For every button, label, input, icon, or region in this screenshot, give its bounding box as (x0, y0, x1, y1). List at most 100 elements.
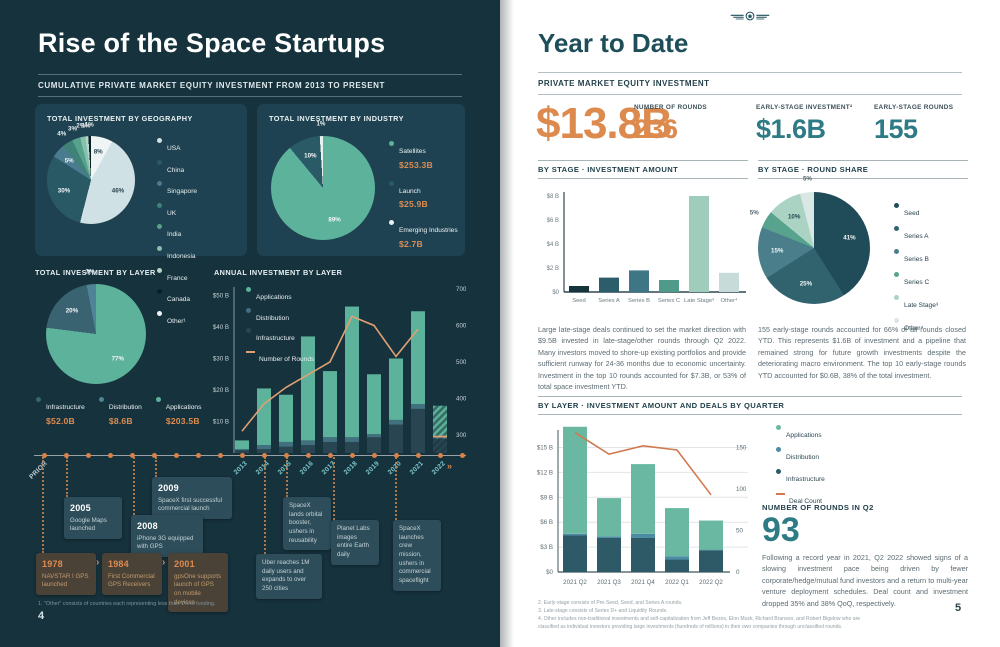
dot-marker (894, 295, 899, 300)
pie-label: 5% (802, 175, 812, 183)
pie-label: 89% (328, 216, 341, 224)
timeline-event-2014: Uber reaches 1M daily users and expands … (256, 554, 322, 599)
timeline-event-2017: Planet Labs images entire Earth daily (331, 520, 379, 565)
svg-text:$50 B: $50 B (213, 293, 229, 300)
divider (38, 74, 462, 75)
legend-item: India (157, 223, 197, 241)
stage-investment-bar-chart: $0 $2 B $4 B $6 B $8 B Seed Series A Series B Se… (547, 192, 746, 304)
timeline-dot (107, 453, 113, 458)
timeline-dot (173, 453, 179, 458)
legend-item: Infrastructure (776, 468, 825, 486)
legend-item: Launch $25.9B (389, 180, 458, 209)
footnote: 3. Late-stage consists of Series D+ and … (538, 608, 668, 615)
pie-label: 46% (111, 187, 125, 195)
legend-label: Number of Rounds (259, 355, 315, 363)
round-share-legend: Seed Series A Series B Series C Late Stage³ O… (894, 202, 938, 335)
timeline-event-2009: 2009 SpaceX first successful commercial … (152, 477, 232, 519)
pie-label: 15% (771, 247, 784, 255)
early-stage-rounds-stat: EARLY-STAGE ROUNDS 155 (874, 104, 953, 145)
right-page: Year to Date PRIVATE MARKET EQUITY INVES… (500, 0, 1000, 647)
legend-label: China (167, 166, 185, 174)
dot-marker (389, 180, 394, 186)
dot-marker (157, 138, 162, 143)
legend-item: Distribution (776, 446, 825, 464)
timeline-dot (151, 453, 157, 458)
legend-label: Canada (167, 296, 191, 304)
dot-marker (894, 249, 899, 254)
svg-text:2021 Q4: 2021 Q4 (631, 579, 655, 586)
dot-marker (157, 245, 162, 251)
svg-text:$0: $0 (546, 569, 553, 576)
svg-text:50: 50 (736, 528, 743, 535)
left-section-header: CUMULATIVE PRIVATE MARKET EQUITY INVESTM… (38, 81, 386, 90)
svg-text:150: 150 (736, 445, 747, 452)
stat-label: EARLY-STAGE ROUNDS (874, 104, 954, 111)
svg-text:Series B: Series B (628, 298, 650, 304)
timeline-year: 2015 (276, 460, 293, 477)
pie-label: 3% (85, 268, 95, 276)
stat-label: EARLY-STAGE INVESTMENT² (756, 104, 853, 111)
stat-value: 155 (874, 114, 918, 144)
legend-item: Applications (776, 424, 825, 442)
divider (538, 72, 962, 73)
legend-value: $203.5B (165, 415, 200, 426)
legend-label: Singapore (167, 188, 198, 196)
legend-label: Emerging Industries (399, 227, 458, 234)
svg-text:$2 B: $2 B (547, 266, 559, 272)
svg-text:$15 B: $15 B (537, 445, 553, 452)
timeline-dot (195, 453, 201, 458)
dot-marker (157, 289, 162, 295)
legend-label: Series C (904, 279, 930, 286)
legend-label: Other⁴ (904, 325, 924, 332)
chevron-right-icon: › (162, 557, 166, 568)
annual-investment-by-layer-chart: $10 B $20 B $30 B $40 B $50 B 300 400 500 600 700 (213, 286, 467, 453)
dot-marker (776, 469, 781, 474)
pie (758, 192, 870, 304)
publisher-logo-icon (730, 11, 770, 21)
dot-marker (157, 310, 162, 316)
dot-marker (246, 328, 251, 333)
timeline-year: 2019 (364, 460, 381, 477)
legend-label: France (167, 274, 188, 282)
geography-title: TOTAL INVESTMENT BY GEOGRAPHY (47, 114, 193, 123)
stage-investment-chart: $0 $2 B $4 B $6 B $8 B Seed Series A Series B Se… (538, 180, 750, 320)
pie-label: 2% (76, 122, 86, 130)
layer-pie-title: TOTAL INVESTMENT BY LAYER (35, 268, 156, 277)
event-text: Google Maps launched (70, 516, 107, 533)
svg-text:Seed: Seed (572, 298, 586, 304)
legend-label: Late Stage³ (904, 302, 939, 309)
pie-label: 3% (68, 125, 77, 133)
right-footnotes: 2. Early-stage consists of Pre-Seed, See… (538, 599, 878, 632)
legend-item: China (157, 159, 197, 177)
timeline-connector (395, 457, 397, 520)
svg-text:$9 B: $9 B (540, 494, 553, 501)
svg-text:600: 600 (456, 322, 466, 329)
legend-label: Other¹ (167, 317, 186, 325)
round-share-paragraph: 155 early-stage rounds accounted for 66%… (758, 325, 966, 380)
event-year: 2009 (158, 483, 179, 493)
early-stage-investment-stat: EARLY-STAGE INVESTMENT² $1.6B (756, 104, 852, 145)
event-year: 2001 (174, 559, 195, 569)
event-text: SpaceX first successful commercial launc… (158, 496, 222, 513)
left-page-number: 4 (38, 610, 45, 622)
dot-marker (157, 267, 162, 273)
event-text: SpaceX lands orbital booster, ushers in … (289, 502, 323, 544)
legend-label: Distribution (786, 454, 819, 461)
legend-item: Series A (894, 225, 938, 243)
svg-text:$4 B: $4 B (547, 242, 559, 248)
stage-amount-header: BY STAGE · INVESTMENT AMOUNT (538, 160, 748, 179)
right-section-header: PRIVATE MARKET EQUITY INVESTMENT (538, 79, 710, 88)
divider (38, 96, 462, 97)
legend-item: Applications $203.5B (155, 396, 202, 426)
timeline-dot (305, 453, 311, 458)
svg-text:2021 Q3: 2021 Q3 (597, 579, 621, 586)
dot-marker (155, 397, 161, 402)
timeline-dot (217, 453, 223, 458)
line-marker (776, 493, 785, 495)
pie-label: 10% (787, 213, 801, 221)
geography-card: TOTAL INVESTMENT BY GEOGRAPHY 8% 46% 30% 5%… (35, 104, 247, 325)
timeline-connector (286, 457, 288, 497)
pie-label: 25% (799, 280, 813, 288)
legend-label: Applications (165, 404, 202, 411)
legend-item: Series C (894, 271, 938, 289)
